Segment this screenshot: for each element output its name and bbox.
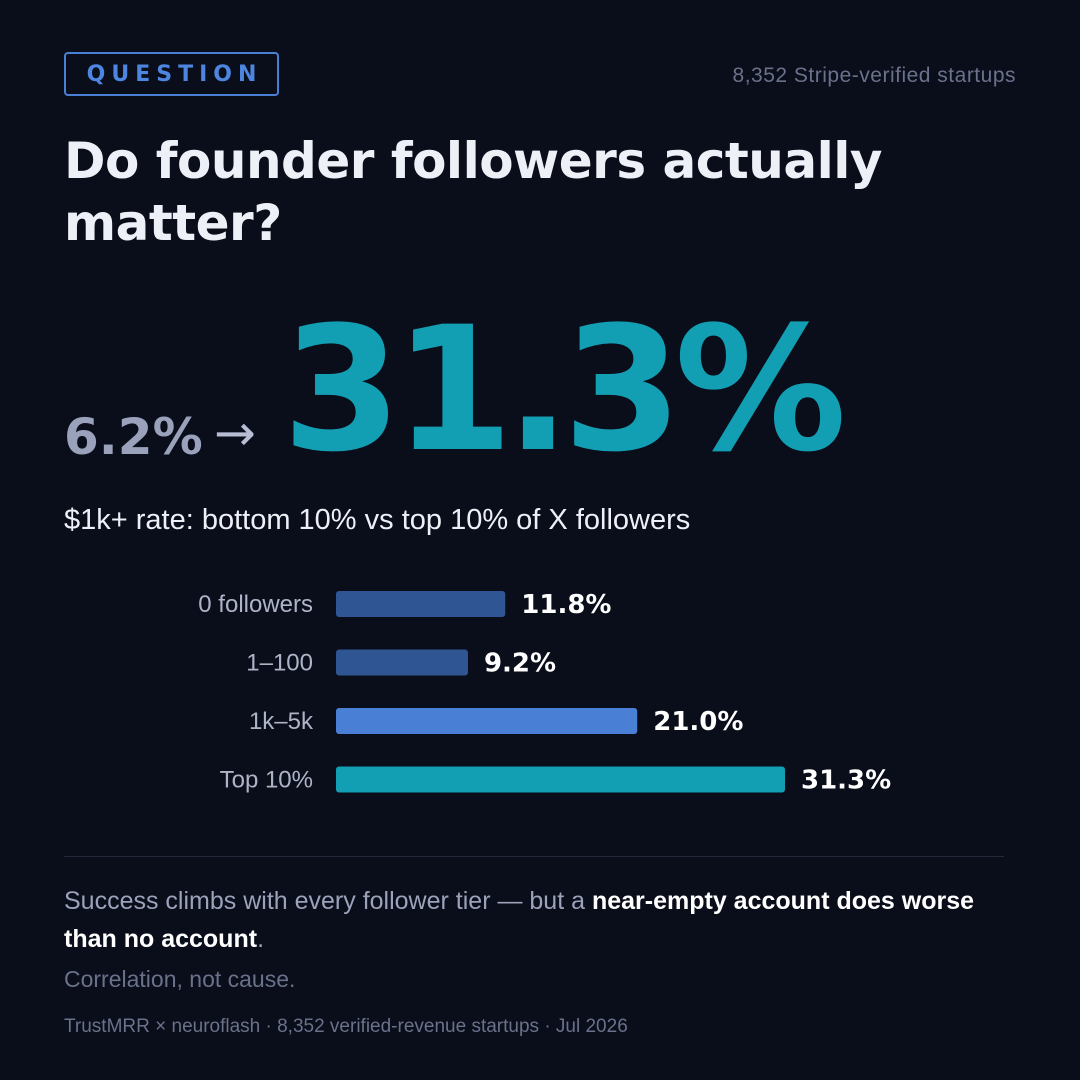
bar	[336, 708, 638, 734]
question-badge: QUESTION	[64, 52, 279, 96]
category-label: Top 10%	[220, 767, 313, 794]
hero-stat: 6.2% → 31.3%	[64, 300, 1024, 480]
arrow-icon: →	[214, 404, 256, 462]
note-emphasis: near-empty account does worse than no ac…	[64, 887, 975, 953]
value-label: 21.0%	[653, 707, 743, 737]
bar	[336, 766, 785, 793]
category-label: 0 followers	[198, 591, 313, 618]
caveat-text: Correlation, not cause.	[64, 966, 296, 992]
value-label: 9.2%	[484, 649, 556, 679]
category-label: 1–100	[246, 650, 313, 677]
page-title: Do founder followers actually matter?	[64, 132, 882, 252]
source-label: 8,352 Stripe-verified startups	[732, 64, 1016, 87]
note-end: .	[257, 925, 265, 953]
category-label: 1k–5k	[249, 708, 314, 735]
bar	[336, 649, 468, 676]
value-label: 31.3%	[801, 766, 891, 796]
takeaway-note: Success climbs with every follower tier …	[64, 882, 1024, 958]
bar-chart: 0 followers 11.8% 1–100 9.2% 1k–5k 21.0% Top 1…	[198, 590, 891, 796]
hero-from-value: 6.2%	[64, 408, 203, 466]
value-label: 11.8%	[521, 590, 611, 620]
subtitle: $1k+ rate: bottom 10% vs top 10% of X fo…	[64, 504, 691, 536]
note-text: Success climbs with every follower tier …	[64, 887, 592, 915]
divider	[64, 856, 1004, 857]
hero-to-value: 31.3%	[282, 289, 847, 490]
bar	[336, 591, 506, 617]
footer-credits: TrustMRR × neuroflash · 8,352 verified-r…	[64, 1016, 628, 1037]
